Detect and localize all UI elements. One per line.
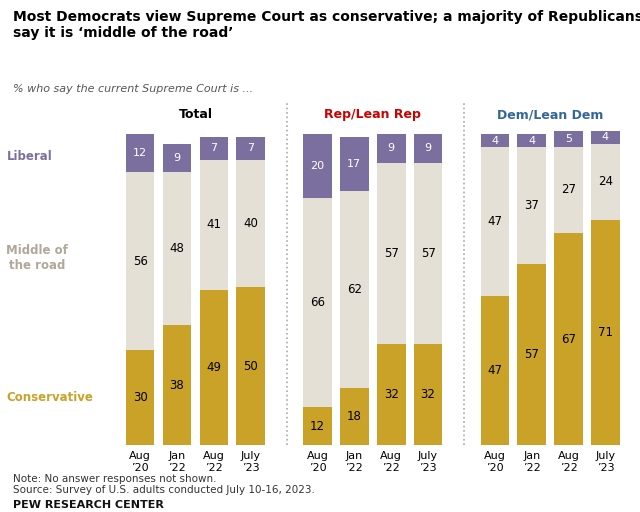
Bar (481, 147, 509, 296)
Text: 20: 20 (310, 161, 324, 171)
Text: 32: 32 (384, 388, 399, 401)
Bar (200, 160, 228, 290)
Text: % who say the current Supreme Court is ...: % who say the current Supreme Court is .… (13, 84, 253, 95)
Text: 50: 50 (243, 359, 258, 373)
Text: 12: 12 (310, 420, 325, 433)
Text: Rep/Lean Rep: Rep/Lean Rep (324, 109, 421, 121)
Text: Middle of
the road: Middle of the road (6, 244, 68, 272)
Text: 71: 71 (598, 326, 613, 339)
Bar (163, 144, 191, 172)
Bar (236, 137, 265, 160)
Text: 67: 67 (561, 332, 576, 346)
Text: Source: Survey of U.S. adults conducted July 10-16, 2023.: Source: Survey of U.S. adults conducted … (13, 485, 315, 495)
Bar (163, 172, 191, 325)
Bar (236, 287, 265, 445)
Text: 40: 40 (243, 217, 258, 229)
Bar (303, 408, 332, 445)
Bar (163, 325, 191, 445)
Text: 62: 62 (347, 283, 362, 296)
Text: 4: 4 (602, 132, 609, 142)
Bar (481, 134, 509, 147)
Text: 7: 7 (211, 143, 218, 154)
Text: Liberal: Liberal (6, 150, 52, 163)
Bar (200, 137, 228, 160)
Bar (414, 344, 442, 445)
Text: Most Democrats view Supreme Court as conservative; a majority of Republicans
say: Most Democrats view Supreme Court as con… (13, 10, 640, 40)
Text: 27: 27 (561, 183, 576, 196)
Text: 7: 7 (247, 143, 254, 154)
Bar (591, 131, 620, 144)
Bar (340, 388, 369, 445)
Text: 30: 30 (132, 391, 148, 404)
Text: 4: 4 (492, 136, 499, 145)
Bar (518, 134, 546, 147)
Bar (554, 147, 583, 232)
Bar (236, 160, 265, 287)
Text: 47: 47 (488, 365, 502, 377)
Text: 4: 4 (528, 136, 535, 145)
Text: 57: 57 (524, 348, 539, 361)
Text: 47: 47 (488, 215, 502, 228)
Bar (377, 134, 406, 163)
Text: 17: 17 (348, 159, 362, 169)
Text: 66: 66 (310, 296, 325, 309)
Text: 49: 49 (206, 361, 221, 374)
Bar (518, 147, 546, 264)
Bar (554, 232, 583, 445)
Bar (554, 131, 583, 147)
Text: PEW RESEARCH CENTER: PEW RESEARCH CENTER (13, 500, 164, 510)
Bar (340, 137, 369, 191)
Text: 9: 9 (173, 153, 180, 163)
Text: 37: 37 (524, 199, 539, 212)
Text: 12: 12 (133, 148, 147, 158)
Bar (126, 134, 154, 172)
Bar (414, 134, 442, 163)
Text: 9: 9 (424, 143, 431, 154)
Bar (200, 290, 228, 445)
Bar (518, 264, 546, 445)
Text: 41: 41 (206, 218, 221, 231)
Text: 24: 24 (598, 175, 613, 188)
Text: 57: 57 (384, 247, 399, 260)
Bar (303, 134, 332, 198)
Text: 56: 56 (132, 254, 148, 268)
Bar (414, 163, 442, 344)
Text: Note: No answer responses not shown.: Note: No answer responses not shown. (13, 474, 216, 484)
Text: 38: 38 (170, 378, 184, 392)
Bar (377, 344, 406, 445)
Text: 48: 48 (170, 242, 184, 255)
Bar (591, 220, 620, 445)
Bar (126, 350, 154, 445)
Bar (303, 198, 332, 408)
Bar (481, 296, 509, 445)
Bar (126, 172, 154, 350)
Text: Total: Total (179, 109, 212, 121)
Text: Conservative: Conservative (6, 391, 93, 404)
Bar (591, 144, 620, 220)
Text: 18: 18 (347, 410, 362, 423)
Text: 5: 5 (565, 134, 572, 144)
Text: Dem/Lean Dem: Dem/Lean Dem (497, 109, 604, 121)
Text: 9: 9 (388, 143, 395, 154)
Bar (377, 163, 406, 344)
Bar (340, 191, 369, 388)
Text: 57: 57 (420, 247, 436, 260)
Text: 32: 32 (420, 388, 436, 401)
